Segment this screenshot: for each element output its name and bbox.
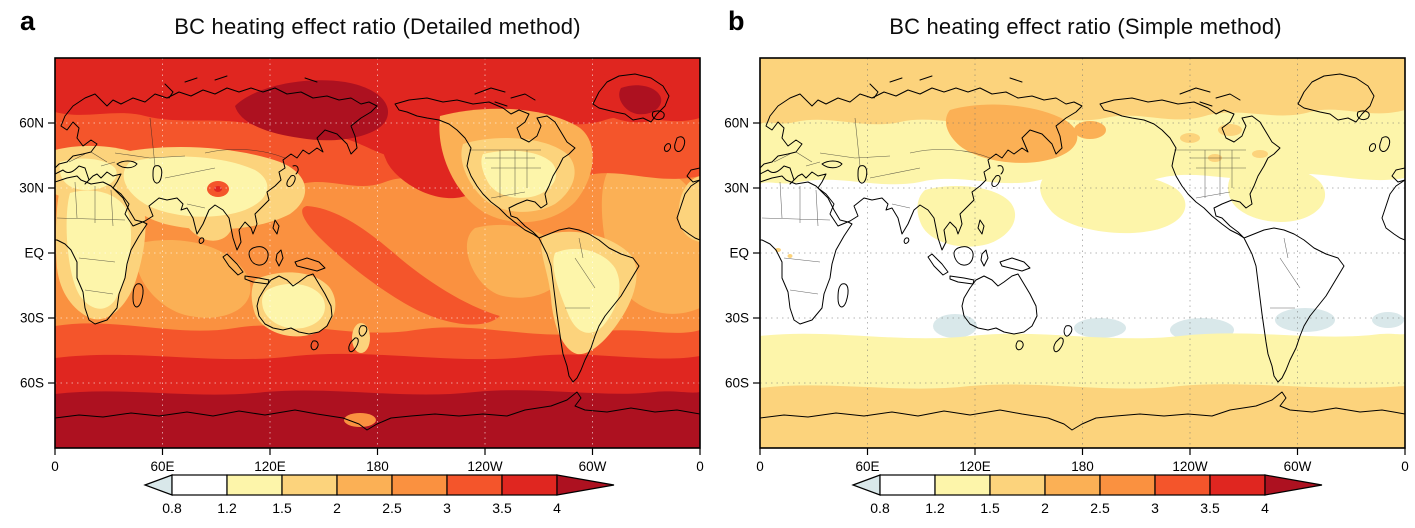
axis-tick-label: 120W (1172, 459, 1208, 474)
colorbar-simple: 0.8 1.2 1.5 2 2.5 3 3.5 4 (851, 474, 1323, 516)
colorbar-label: 1.5 (980, 500, 1000, 516)
colorbar-label: 3.5 (492, 500, 512, 516)
colorbar-segment (501, 474, 558, 496)
colorbar-label: 1.5 (272, 500, 292, 516)
axis-tick-label: 30S (725, 311, 749, 326)
colorbar-arrow-right (556, 474, 615, 496)
colorbar-label: 2.5 (1090, 500, 1110, 516)
panel-detailed: a BC heating effect ratio (Detailed meth… (0, 0, 707, 528)
colorbar-label: 1.2 (925, 500, 945, 516)
colorbar-label: 0.8 (870, 500, 890, 516)
colorbar-segment (1154, 474, 1211, 496)
colorbar-segment (1209, 474, 1266, 496)
y-axis: 60N 30N EQ 30S 60S (724, 116, 760, 391)
axis-tick-label: 30N (724, 181, 749, 196)
colorbar-label: 4 (1261, 500, 1269, 516)
contour-fills-simple (760, 58, 1405, 448)
axis-tick-label: 60E (855, 459, 879, 474)
panel-title-detailed: BC heating effect ratio (Detailed method… (174, 14, 581, 39)
x-axis: 0 60E 120E 180 120W 60W 0 (51, 448, 704, 474)
colorbar-segment (226, 474, 283, 496)
colorbar-segment (446, 474, 503, 496)
axis-tick-label: 0 (51, 459, 59, 474)
axis-tick-label: EQ (24, 246, 44, 261)
colorbar-label: 3 (443, 500, 451, 516)
map-simple: 60N 30N EQ 30S 60S 0 60E 120E 180 120W 6… (724, 57, 1409, 516)
axis-tick-label: 0 (1401, 459, 1409, 474)
axis-tick-label: 60S (20, 376, 44, 391)
colorbar-arrow-left (143, 474, 173, 496)
panel-letter-b: b (728, 6, 745, 36)
axis-tick-label: 60W (1284, 459, 1312, 474)
colorbar-segment (391, 474, 448, 496)
colorbar-segment (989, 474, 1046, 496)
x-axis: 0 60E 120E 180 120W 60W 0 (756, 448, 1409, 474)
colorbar-label: 4 (553, 500, 561, 516)
colorbar-label: 3.5 (1200, 500, 1220, 516)
colorbar-segment (1044, 474, 1101, 496)
axis-tick-label: 180 (366, 459, 389, 474)
axis-tick-label: 120W (467, 459, 503, 474)
axis-tick-label: 0 (756, 459, 764, 474)
colorbar-detailed: 0.8 1.2 1.5 2 2.5 3 3.5 4 (143, 474, 615, 516)
colorbar-label: 2 (333, 500, 341, 516)
colorbar-label: 2.5 (382, 500, 402, 516)
colorbar-segment (1099, 474, 1156, 496)
contour-fills-detailed (55, 58, 700, 448)
axis-tick-label: 120E (959, 459, 991, 474)
axis-tick-label: 180 (1071, 459, 1094, 474)
colorbar-segment (336, 474, 393, 496)
colorbar-arrow-right (1264, 474, 1323, 496)
axis-tick-label: 60N (724, 116, 749, 131)
y-axis: 60N 30N EQ 30S 60S (19, 116, 55, 391)
colorbar-segment (171, 474, 228, 496)
panel-title-simple: BC heating effect ratio (Simple method) (889, 14, 1282, 39)
axis-tick-label: 60N (19, 116, 44, 131)
axis-tick-label: 60W (579, 459, 607, 474)
axis-tick-label: 30S (20, 311, 44, 326)
axis-tick-label: 0 (696, 459, 704, 474)
panel-letter-a: a (20, 6, 36, 36)
colorbar-label: 3 (1151, 500, 1159, 516)
colorbar-segment (879, 474, 936, 496)
colorbar-segment (934, 474, 991, 496)
colorbar-segment (281, 474, 338, 496)
axis-tick-label: 60E (150, 459, 174, 474)
colorbar-arrow-left (851, 474, 881, 496)
panel-simple: b BC heating effect ratio (Simple method… (708, 0, 1415, 528)
colorbar-label: 0.8 (162, 500, 182, 516)
axis-tick-label: EQ (729, 246, 749, 261)
map-detailed: 60N 30N EQ 30S 60S 0 60E 120E 180 120W 6… (19, 57, 704, 516)
colorbar-label: 2 (1041, 500, 1049, 516)
colorbar-label: 1.2 (217, 500, 237, 516)
axis-tick-label: 60S (725, 376, 749, 391)
axis-tick-label: 120E (254, 459, 286, 474)
axis-tick-label: 30N (19, 181, 44, 196)
